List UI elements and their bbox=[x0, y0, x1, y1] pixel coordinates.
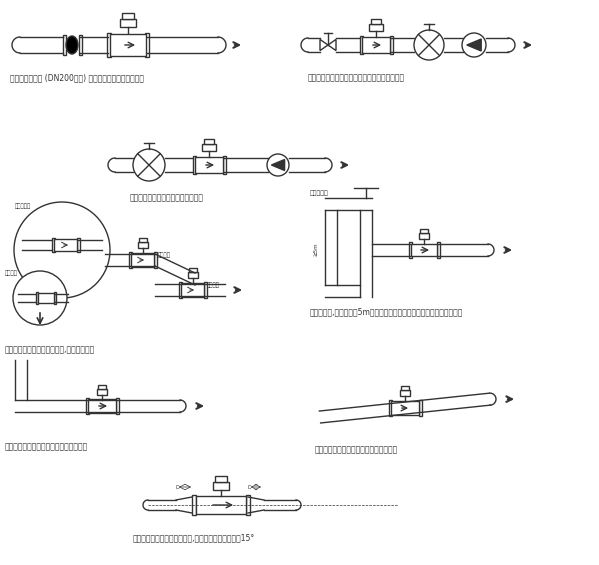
Circle shape bbox=[13, 271, 67, 325]
Bar bbox=[202, 144, 216, 151]
Ellipse shape bbox=[66, 36, 78, 54]
Circle shape bbox=[414, 30, 444, 60]
Bar bbox=[145, 33, 149, 57]
Bar bbox=[188, 272, 198, 278]
Bar bbox=[139, 238, 147, 242]
Bar bbox=[62, 35, 65, 55]
Bar bbox=[409, 242, 412, 258]
Bar bbox=[192, 156, 195, 174]
Bar bbox=[371, 19, 381, 24]
Text: 敞口灌入或排放流量计安装在管道低段区: 敞口灌入或排放流量计安装在管道低段区 bbox=[5, 442, 88, 451]
Bar bbox=[120, 19, 136, 27]
Bar bbox=[359, 36, 362, 54]
Bar bbox=[181, 283, 204, 297]
Bar bbox=[110, 34, 146, 56]
Bar bbox=[246, 495, 250, 515]
Text: ≥5m: ≥5m bbox=[313, 242, 318, 256]
Bar bbox=[196, 496, 246, 514]
Text: 长管线上控制阀和切断阀要安装在流量计的下游: 长管线上控制阀和切断阀要安装在流量计的下游 bbox=[308, 73, 405, 82]
Text: D: D bbox=[175, 485, 179, 490]
Bar bbox=[389, 36, 392, 54]
Bar bbox=[153, 252, 156, 268]
Bar bbox=[131, 253, 154, 267]
Text: D: D bbox=[248, 485, 252, 490]
Bar bbox=[189, 268, 197, 272]
Bar bbox=[122, 13, 134, 19]
Text: 流量计上下游管道为异径管时,异径管中心锥角应小于15°: 流量计上下游管道为异径管时,异径管中心锥角应小于15° bbox=[133, 533, 255, 542]
Bar bbox=[116, 398, 119, 414]
Polygon shape bbox=[320, 40, 328, 51]
Circle shape bbox=[267, 154, 289, 176]
Text: 为防止真空,落差管超过5m长时要在流量计下流最高位置上装自动排气阀: 为防止真空,落差管超过5m长时要在流量计下流最高位置上装自动排气阀 bbox=[310, 307, 464, 316]
Text: 在大口径流量计 (DN200以上) 安装管线上要加接弹性管件: 在大口径流量计 (DN200以上) 安装管线上要加接弹性管件 bbox=[10, 73, 144, 82]
Bar bbox=[437, 242, 440, 258]
Bar bbox=[391, 401, 419, 415]
Bar bbox=[389, 400, 392, 416]
Circle shape bbox=[133, 149, 165, 181]
Bar bbox=[401, 386, 409, 390]
Bar bbox=[419, 400, 422, 416]
Bar bbox=[411, 244, 437, 256]
Text: 最佳位置: 最佳位置 bbox=[158, 253, 171, 258]
Text: 自动排气孔: 自动排气孔 bbox=[310, 190, 329, 196]
Text: 合理位置: 合理位置 bbox=[207, 282, 220, 288]
Bar bbox=[78, 35, 81, 55]
Text: 为避免夹附气体引起测量误差,流量计的安装: 为避免夹附气体引起测量误差,流量计的安装 bbox=[5, 345, 95, 354]
Bar bbox=[369, 24, 383, 31]
Polygon shape bbox=[467, 39, 481, 51]
Bar bbox=[400, 390, 410, 396]
Bar bbox=[38, 293, 54, 303]
Bar bbox=[204, 139, 214, 144]
Circle shape bbox=[462, 33, 486, 57]
Bar bbox=[213, 482, 229, 490]
Bar bbox=[52, 238, 55, 252]
Bar bbox=[98, 385, 106, 389]
Bar bbox=[77, 238, 80, 252]
Text: 水平管道流量计安装在稍稍向上的管道区: 水平管道流量计安装在稍稍向上的管道区 bbox=[315, 445, 398, 454]
Text: 向下管道: 向下管道 bbox=[5, 271, 18, 276]
Text: 为防止真空，流量计应装在泵的后面: 为防止真空，流量计应装在泵的后面 bbox=[130, 193, 204, 202]
Bar bbox=[36, 292, 38, 304]
Bar bbox=[192, 495, 196, 515]
Bar bbox=[86, 398, 89, 414]
Bar bbox=[222, 156, 225, 174]
Text: 管道最高点: 管道最高点 bbox=[15, 203, 31, 209]
Bar bbox=[129, 252, 132, 268]
Bar bbox=[179, 282, 181, 298]
Bar bbox=[204, 282, 207, 298]
Bar bbox=[419, 233, 429, 239]
Bar bbox=[107, 33, 111, 57]
Bar bbox=[54, 239, 77, 251]
Bar bbox=[215, 476, 227, 482]
Bar bbox=[54, 292, 56, 304]
Bar bbox=[362, 37, 390, 53]
Polygon shape bbox=[271, 159, 285, 171]
Bar bbox=[138, 242, 148, 248]
Bar bbox=[88, 399, 116, 413]
Polygon shape bbox=[328, 40, 336, 51]
Bar bbox=[97, 389, 107, 395]
Circle shape bbox=[14, 202, 110, 298]
Bar bbox=[195, 157, 223, 173]
Bar bbox=[420, 229, 428, 233]
